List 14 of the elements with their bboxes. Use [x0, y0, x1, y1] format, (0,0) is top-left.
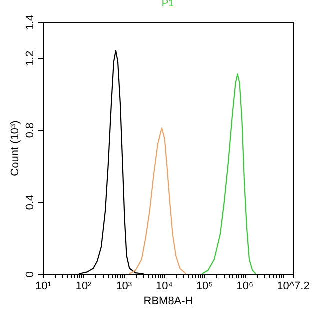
x-tick-label: 10⁶ [236, 280, 254, 292]
x-tick-label: 10³ [116, 280, 132, 292]
x-tick-label: 10¹ [36, 280, 52, 292]
y-tick-label: 0 [24, 271, 36, 278]
x-tick-label: 10⁵ [196, 280, 214, 292]
x-tick-label: 10⁴ [156, 280, 174, 292]
y-tick-label: 1.2 [24, 50, 36, 66]
y-tick-label: 0.8 [24, 122, 36, 138]
y-axis-title: Count (10³) [10, 120, 22, 176]
x-axis-title: RBM8A-H [144, 296, 194, 308]
x-tick-label: 10^7.2 [277, 280, 310, 292]
y-tick-label: 1.4 [24, 14, 36, 30]
y-tick-label: 0.4 [24, 194, 36, 210]
x-tick-label: 10² [76, 280, 92, 292]
